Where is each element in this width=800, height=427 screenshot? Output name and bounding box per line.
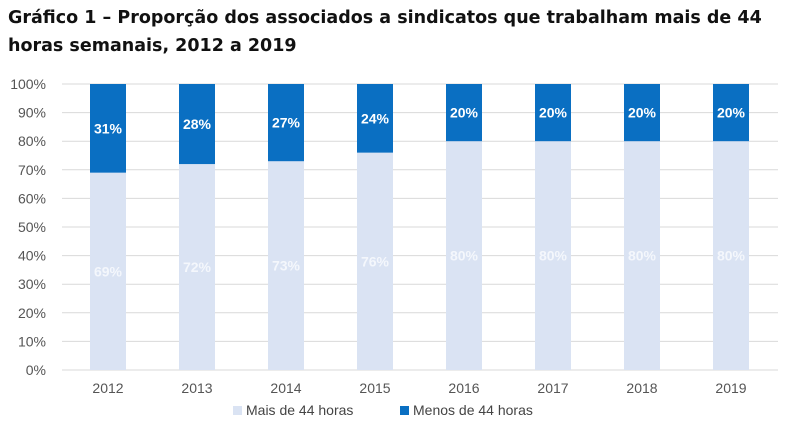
- bar-segment: [179, 84, 215, 165]
- bar-segment: [90, 84, 126, 173]
- bar-segment: [624, 141, 660, 370]
- data-label: 24%: [361, 110, 390, 126]
- bar-segment: [713, 141, 749, 370]
- bar-segment: [268, 84, 304, 162]
- bar-segment: [357, 152, 393, 370]
- bar-segment: [179, 164, 215, 370]
- bar-segment: [535, 141, 571, 370]
- y-tick-label: 70%: [18, 162, 46, 178]
- data-label: 76%: [361, 253, 390, 269]
- y-tick-label: 80%: [18, 133, 46, 149]
- y-tick-label: 50%: [18, 219, 46, 235]
- data-label: 28%: [183, 116, 212, 132]
- x-tick-label: 2018: [626, 380, 657, 396]
- bar-segment: [446, 84, 482, 142]
- data-label: 72%: [183, 259, 212, 275]
- bar-segment: [624, 84, 660, 142]
- legend-swatch: [400, 406, 409, 415]
- data-label: 20%: [628, 105, 657, 121]
- data-label: 20%: [717, 105, 746, 121]
- data-label: 69%: [94, 263, 123, 279]
- y-tick-label: 90%: [18, 105, 46, 121]
- y-tick-label: 60%: [18, 190, 46, 206]
- data-label: 80%: [628, 248, 657, 264]
- bar-segment: [90, 172, 126, 370]
- data-label: 20%: [450, 105, 479, 121]
- legend-label: Mais de 44 horas: [246, 402, 353, 418]
- legend-swatch: [233, 406, 242, 415]
- data-label: 27%: [272, 115, 301, 131]
- x-tick-label: 2012: [92, 380, 123, 396]
- x-tick-label: 2014: [270, 380, 301, 396]
- data-label: 80%: [717, 248, 746, 264]
- data-label: 31%: [94, 120, 123, 136]
- bar-segment: [268, 161, 304, 370]
- data-label: 80%: [450, 248, 479, 264]
- y-tick-label: 0%: [26, 362, 46, 378]
- x-tick-label: 2019: [715, 380, 746, 396]
- y-tick-label: 40%: [18, 248, 46, 264]
- x-tick-label: 2013: [181, 380, 212, 396]
- bar-segment: [357, 84, 393, 153]
- x-tick-label: 2017: [537, 380, 568, 396]
- y-tick-label: 30%: [18, 276, 46, 292]
- chart-title: Gráfico 1 – Proporção dos associados a s…: [8, 8, 762, 56]
- data-label: 80%: [539, 248, 568, 264]
- x-tick-label: 2016: [448, 380, 479, 396]
- data-label: 73%: [272, 258, 301, 274]
- y-tick-label: 20%: [18, 305, 46, 321]
- x-tick-label: 2015: [359, 380, 390, 396]
- bar-segment: [535, 84, 571, 142]
- y-tick-label: 100%: [10, 76, 46, 92]
- bar-segment: [446, 141, 482, 370]
- legend-label: Menos de 44 horas: [413, 402, 533, 418]
- data-label: 20%: [539, 105, 568, 121]
- y-tick-label: 10%: [18, 333, 46, 349]
- bar-segment: [713, 84, 749, 142]
